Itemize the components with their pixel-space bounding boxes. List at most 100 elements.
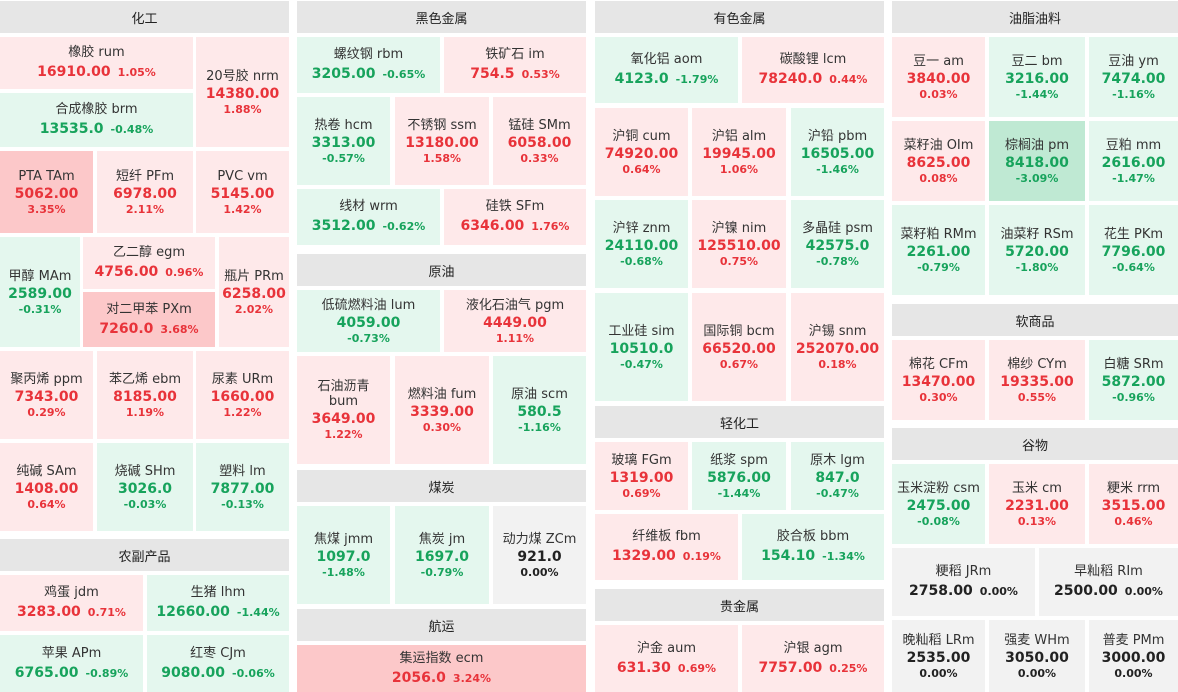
contract-name: 纤维板 fbm	[632, 529, 701, 544]
contract-tile-tam[interactable]: PTA TAm 5062.00 3.35%	[0, 151, 93, 233]
contract-tile-ecm[interactable]: 集运指数 ecm 2056.0 3.24%	[297, 645, 586, 692]
contract-tile-scm[interactable]: 原油 scm 580.5 -1.16%	[493, 356, 586, 464]
contract-tile-fbm[interactable]: 纤维板 fbm 1329.00 0.19%	[595, 514, 738, 580]
contract-tile-smm[interactable]: 锰硅 SMm 6058.00 0.33%	[493, 97, 586, 185]
contract-tile-jmm[interactable]: 焦煤 jmm 1097.0 -1.48%	[297, 506, 390, 604]
contract-tile-shm[interactable]: 烧碱 SHm 3026.0 -0.03%	[97, 443, 193, 531]
contract-change: -0.89%	[85, 666, 129, 680]
contract-tile-rmm[interactable]: 菜籽粕 RMm 2261.00 -0.79%	[892, 205, 985, 295]
contract-tile-alm[interactable]: 沪铝 alm 19945.00 1.06%	[692, 108, 786, 196]
contract-price: 3205.00	[311, 66, 376, 82]
contract-tile-cfm[interactable]: 棉花 CFm 13470.00 0.30%	[892, 340, 985, 420]
contract-tile-bum[interactable]: 石油沥青 bum 3649.00 1.22%	[297, 356, 390, 464]
section-header: 农副产品	[0, 539, 289, 571]
contract-tile-csm[interactable]: 玉米淀粉 csm 2475.00 -0.08%	[892, 464, 985, 544]
contract-tile-rsm[interactable]: 油菜籽 RSm 5720.00 -1.80%	[989, 205, 1085, 295]
contract-tile-lcm[interactable]: 碳酸锂 lcm 78240.0 0.44%	[742, 37, 884, 103]
contract-tile-ppm[interactable]: 聚丙烯 ppm 7343.00 0.29%	[0, 351, 93, 439]
contract-tile-pmm[interactable]: 普麦 PMm 3000.00 0.00%	[1089, 620, 1178, 692]
contract-tile-jrm[interactable]: 粳稻 JRm 2758.00 0.00%	[892, 548, 1035, 616]
contract-price: 3840.00	[906, 70, 971, 87]
contract-price: 5872.00	[1101, 373, 1166, 390]
contract-tile-hcm[interactable]: 热卷 hcm 3313.00 -0.57%	[297, 97, 390, 185]
contract-tile-nrm[interactable]: 20号胶 nrm 14380.00 1.88%	[196, 37, 289, 147]
contract-tile-cjm[interactable]: 红枣 CJm 9080.00 -0.06%	[147, 635, 289, 692]
contract-tile-spm[interactable]: 纸浆 spm 5876.00 -1.44%	[692, 442, 786, 510]
contract-tile-ssm[interactable]: 不锈钢 ssm 13180.00 1.58%	[395, 97, 489, 185]
contract-tile-bm[interactable]: 豆二 bm 3216.00 -1.44%	[989, 37, 1085, 117]
contract-name: 硅铁 SFm	[485, 199, 545, 214]
contract-name: 石油沥青 bum	[317, 379, 370, 409]
contract-tile-pbm[interactable]: 沪铅 pbm 16505.00 -1.46%	[791, 108, 884, 196]
contract-tile-lgm[interactable]: 原木 lgm 847.0 -0.47%	[791, 442, 884, 510]
contract-name: PVC vm	[217, 168, 268, 184]
contract-tile-agm[interactable]: 沪银 agm 7757.00 0.25%	[742, 625, 884, 692]
contract-tile-lrm[interactable]: 晚籼稻 LRm 2535.00 0.00%	[892, 620, 985, 692]
contract-change: 1.22%	[324, 428, 363, 441]
contract-tile-fgm[interactable]: 玻璃 FGm 1319.00 0.69%	[595, 442, 688, 510]
contract-tile-bbm[interactable]: 胶合板 bbm 154.10 -1.34%	[742, 514, 884, 580]
contract-tile-rum[interactable]: 橡胶 rum 16910.00 1.05%	[0, 37, 193, 89]
contract-price: 42575.0	[805, 237, 870, 254]
contract-tile-im[interactable]: 铁矿石 im 754.5 0.53%	[444, 37, 586, 93]
contract-change: 0.64%	[622, 162, 661, 176]
contract-change: 2.02%	[234, 302, 274, 316]
contract-tile-oim[interactable]: 菜籽油 OIm 8625.00 0.08%	[892, 121, 985, 201]
contract-name: 红枣 CJm	[190, 645, 246, 661]
contract-name: 燃料油 fum	[407, 386, 477, 402]
contract-change: -0.79%	[420, 565, 464, 579]
contract-tile-snm[interactable]: 沪锡 snm 252070.00 0.18%	[791, 293, 884, 401]
contract-tile-pfm[interactable]: 短纤 PFm 6978.00 2.11%	[97, 151, 193, 233]
contract-tile-rim[interactable]: 早籼稻 RIm 2500.00 0.00%	[1039, 548, 1178, 616]
contract-tile-vm[interactable]: PVC vm 5145.00 1.42%	[196, 151, 289, 233]
contract-tile-ym[interactable]: 豆油 ym 7474.00 -1.16%	[1089, 37, 1178, 117]
contract-tile-cm[interactable]: 玉米 cm 2231.00 0.13%	[989, 464, 1085, 544]
contract-tile-srm[interactable]: 白糖 SRm 5872.00 -0.96%	[1089, 340, 1178, 420]
contract-price: 4756.00	[94, 264, 159, 280]
contract-name: 焦炭 jm	[418, 531, 466, 547]
contract-tile-aum[interactable]: 沪金 aum 631.30 0.69%	[595, 625, 738, 692]
contract-tile-cum[interactable]: 沪铜 cum 74920.00 0.64%	[595, 108, 688, 196]
contract-tile-wrm[interactable]: 线材 wrm 3512.00 -0.62%	[297, 189, 440, 245]
contract-tile-urm[interactable]: 尿素 URm 1660.00 1.22%	[196, 351, 289, 439]
contract-change: 1.58%	[422, 151, 462, 165]
contract-tile-mam[interactable]: 甲醇 MAm 2589.00 -0.31%	[0, 237, 80, 347]
contract-tile-fum[interactable]: 燃料油 fum 3339.00 0.30%	[395, 356, 489, 464]
contract-tile-brm[interactable]: 合成橡胶 brm 13535.0 -0.48%	[0, 93, 193, 147]
contract-tile-lhm[interactable]: 生猪 lhm 12660.00 -1.44%	[147, 575, 289, 631]
contract-change: 0.03%	[919, 87, 958, 101]
contract-tile-pm[interactable]: 棕榈油 pm 8418.00 -3.09%	[989, 121, 1085, 201]
contract-change: 0.25%	[829, 661, 868, 675]
contract-tile-jdm[interactable]: 鸡蛋 jdm 3283.00 0.71%	[0, 575, 143, 631]
contract-tile-znm[interactable]: 沪锌 znm 24110.00 -0.68%	[595, 200, 688, 288]
contract-tile-lm[interactable]: 塑料 lm 7877.00 -0.13%	[196, 443, 289, 531]
contract-tile-sim[interactable]: 工业硅 sim 10510.0 -0.47%	[595, 293, 688, 401]
contract-tile-psm[interactable]: 多晶硅 psm 42575.0 -0.78%	[791, 200, 884, 288]
contract-price: 2261.00	[906, 243, 971, 260]
contract-tile-jm[interactable]: 焦炭 jm 1697.0 -0.79%	[395, 506, 489, 604]
contract-change: 0.64%	[27, 497, 66, 511]
contract-tile-pkm[interactable]: 花生 PKm 7796.00 -0.64%	[1089, 205, 1178, 295]
contract-tile-zcm[interactable]: 动力煤 ZCm 921.0 0.00%	[493, 506, 586, 604]
contract-tile-bcm[interactable]: 国际铜 bcm 66520.00 0.67%	[692, 293, 786, 401]
contract-tile-prm[interactable]: 瓶片 PRm 6258.00 2.02%	[219, 237, 289, 347]
contract-tile-am[interactable]: 豆一 am 3840.00 0.03%	[892, 37, 985, 117]
contract-tile-nim[interactable]: 沪镍 nim 125510.00 0.75%	[692, 200, 786, 288]
contract-change: 3.24%	[452, 671, 492, 685]
contract-tile-rrm[interactable]: 粳米 rrm 3515.00 0.46%	[1089, 464, 1178, 544]
contract-tile-pxm[interactable]: 对二甲苯 PXm 7260.0 3.68%	[83, 292, 215, 347]
contract-tile-sfm[interactable]: 硅铁 SFm 6346.00 1.76%	[444, 189, 586, 245]
contract-tile-cym[interactable]: 棉纱 CYm 19335.00 0.55%	[989, 340, 1085, 420]
contract-name: PTA TAm	[18, 168, 75, 184]
contract-tile-apm[interactable]: 苹果 APm 6765.00 -0.89%	[0, 635, 143, 692]
contract-tile-egm[interactable]: 乙二醇 egm 4756.00 0.96%	[83, 237, 215, 289]
contract-tile-sam[interactable]: 纯碱 SAm 1408.00 0.64%	[0, 443, 93, 531]
contract-tile-aom[interactable]: 氧化铝 aom 4123.0 -1.79%	[595, 37, 738, 103]
contract-tile-pgm[interactable]: 液化石油气 pgm 4449.00 1.11%	[444, 290, 586, 352]
contract-tile-whm[interactable]: 强麦 WHm 3050.00 0.00%	[989, 620, 1085, 692]
contract-tile-lum[interactable]: 低硫燃料油 lum 4059.00 -0.73%	[297, 290, 440, 352]
contract-name: 塑料 lm	[219, 463, 266, 479]
contract-tile-ebm[interactable]: 苯乙烯 ebm 8185.00 1.19%	[97, 351, 193, 439]
contract-tile-mm[interactable]: 豆粕 mm 2616.00 -1.47%	[1089, 121, 1178, 201]
contract-tile-rbm[interactable]: 螺纹钢 rbm 3205.00 -0.65%	[297, 37, 440, 93]
